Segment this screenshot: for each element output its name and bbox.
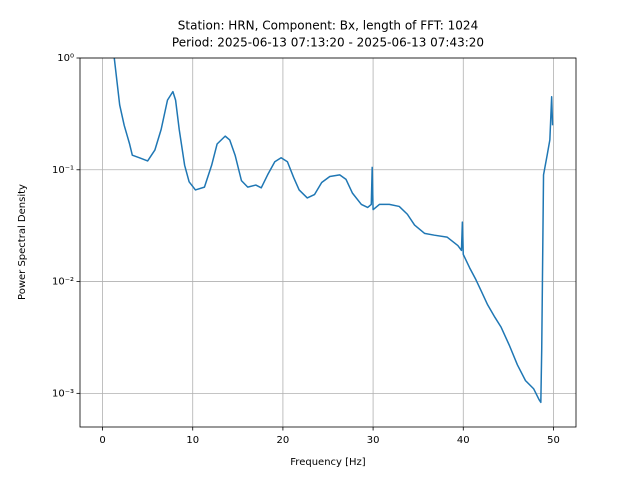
y-tick-label: 10⁻³: [52, 388, 74, 399]
x-tick-label: 10: [186, 435, 199, 446]
y-axis-label: Power Spectral Density: [17, 184, 28, 300]
y-tick-label: 10⁰: [57, 53, 74, 64]
x-tick-label: 50: [547, 435, 560, 446]
y-tick-label: 10⁻²: [52, 277, 74, 288]
chart-subtitle: Period: 2025-06-13 07:13:20 - 2025-06-13…: [172, 36, 484, 50]
x-tick-label: 30: [367, 435, 380, 446]
plot-area: [113, 58, 554, 404]
x-tick-label: 20: [277, 435, 290, 446]
grid: [80, 57, 576, 427]
data-line: [113, 58, 554, 404]
axes-frame: [79, 57, 577, 428]
x-axis-label: Frequency [Hz]: [290, 457, 366, 468]
y-tick-label: 10⁻¹: [52, 165, 74, 176]
x-tick-label: 40: [457, 435, 470, 446]
chart-title: Station: HRN, Component: Bx, length of F…: [178, 19, 478, 33]
x-tick-label: 0: [99, 435, 105, 446]
